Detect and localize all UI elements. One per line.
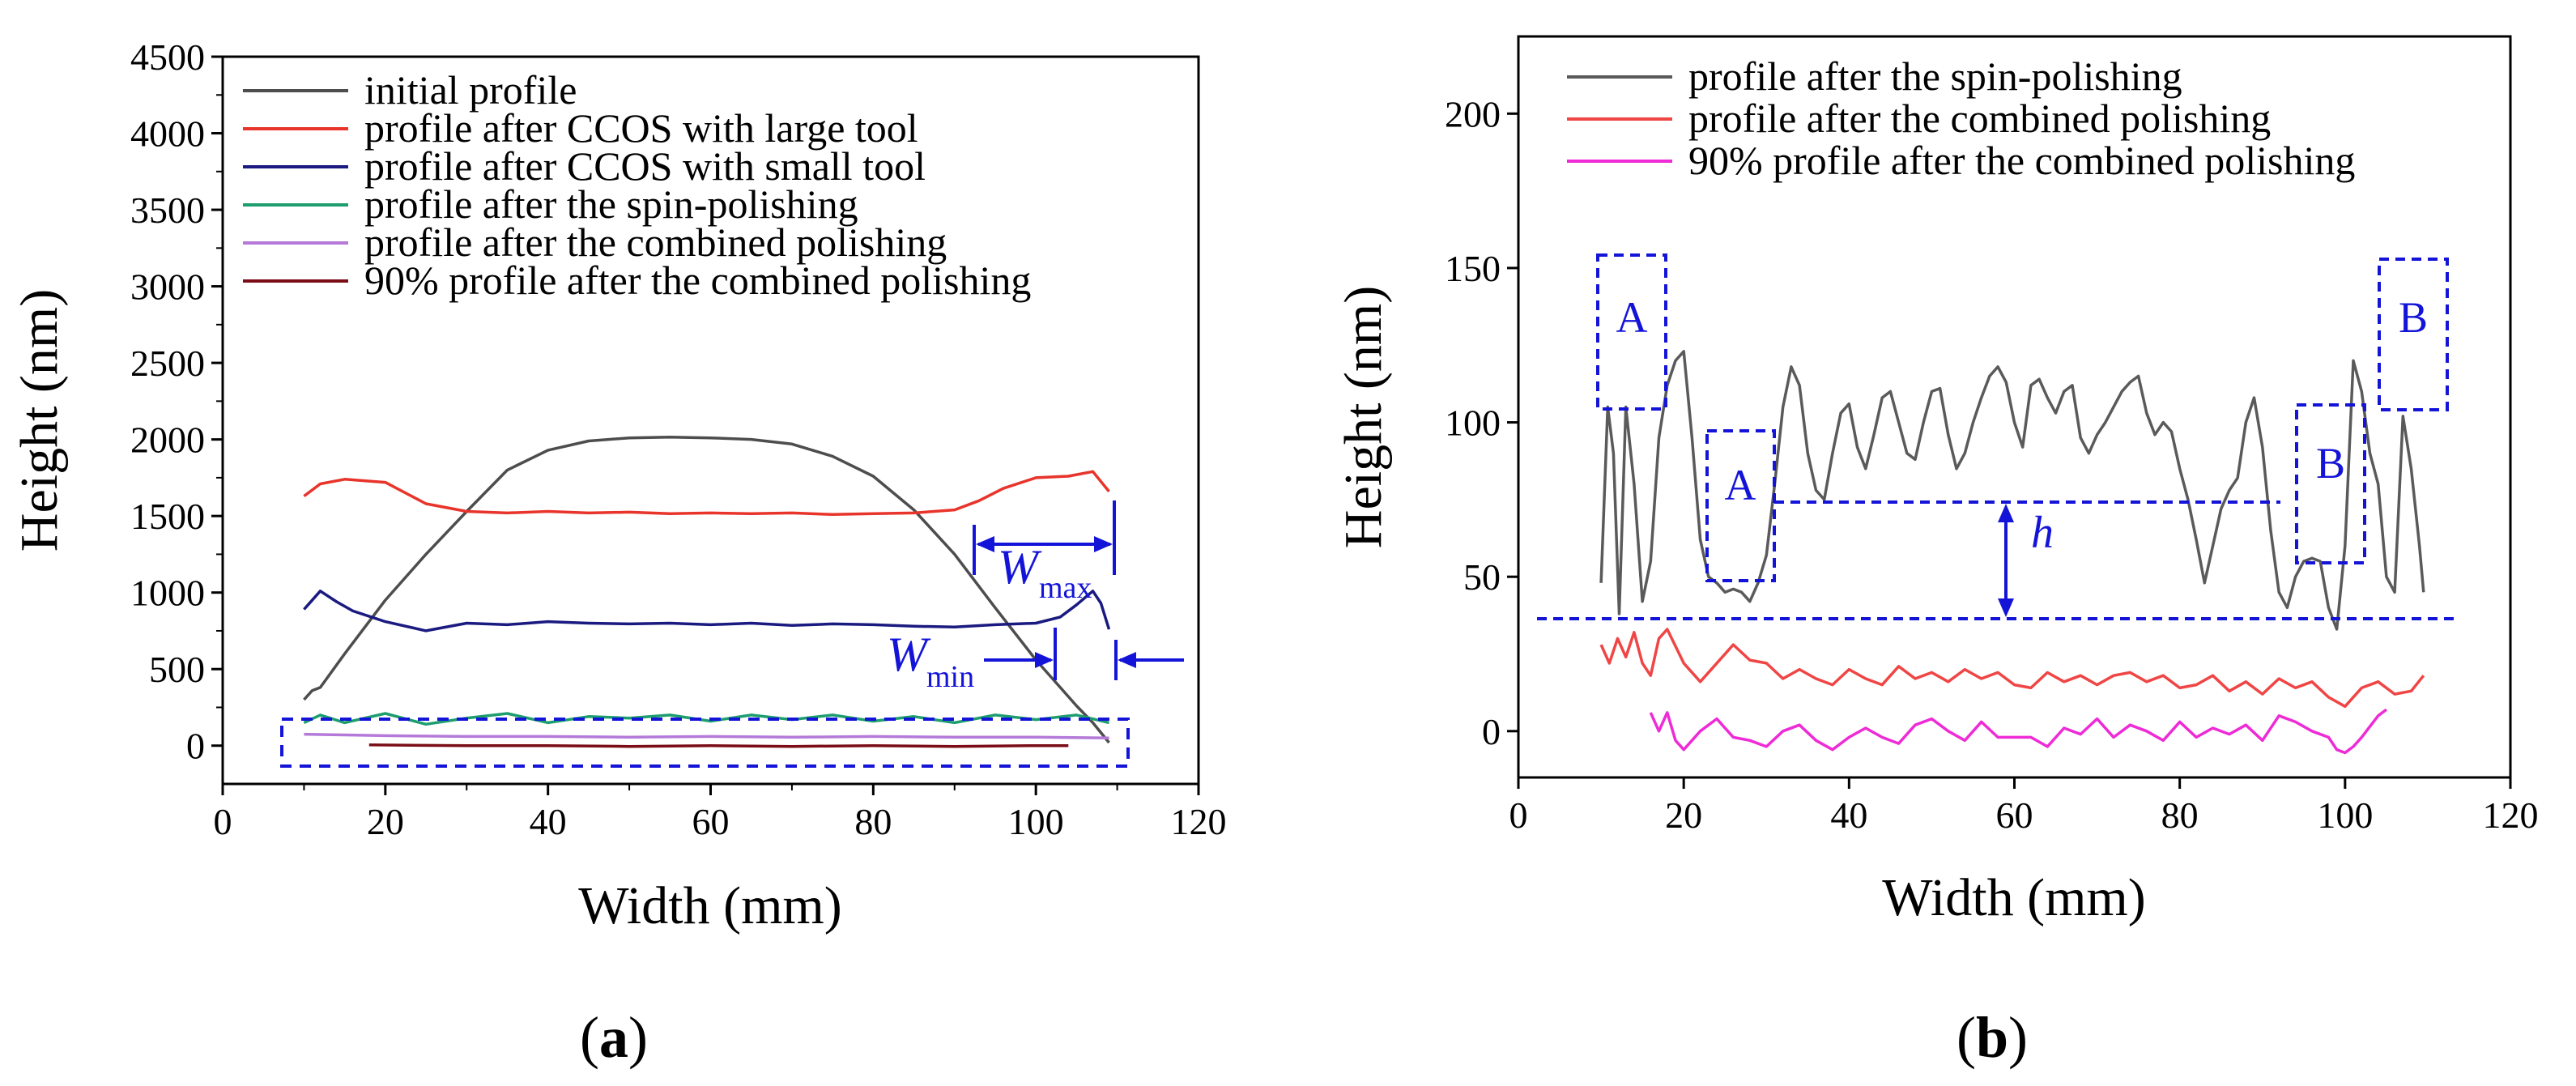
panel-a-chart: 0 20 40 60 80 100 120 0 500 1000 1500 2000 2500 3000 3… bbox=[10, 36, 1227, 1070]
y-tick-label: 4500 bbox=[130, 36, 205, 78]
x-tick-label: 80 bbox=[854, 801, 892, 842]
series-lines bbox=[1599, 350, 2425, 755]
y-tick-label: 1000 bbox=[130, 573, 205, 614]
y-tick-label: 1500 bbox=[130, 496, 205, 537]
panel-label-open: ( bbox=[580, 1005, 599, 1070]
annotation-box-a1 bbox=[1596, 253, 1667, 411]
w-max-label: W bbox=[998, 540, 1042, 594]
x-tick-label: 60 bbox=[1996, 794, 2033, 836]
series-line-profile-after-ccos-with-small-tool bbox=[303, 590, 1111, 632]
y-axis-title: Height (nm) bbox=[1334, 286, 1393, 548]
y-tick-label: 3500 bbox=[130, 190, 205, 231]
panel-label-open: ( bbox=[1956, 1005, 1976, 1070]
x-tick-label: 120 bbox=[2483, 794, 2539, 836]
x-tick-label: 20 bbox=[367, 801, 404, 842]
axis-ticks: 0 20 40 60 80 100 120 0 500 1000 1500 2000 2500 3000 3… bbox=[130, 36, 1227, 842]
y-tick-label: 0 bbox=[1482, 711, 1501, 752]
x-tick-label: 100 bbox=[1008, 801, 1064, 842]
legend-entry: profile after the spin-polishing bbox=[1688, 53, 2182, 99]
w-max-subscript: max bbox=[1039, 571, 1092, 605]
w-min-subscript: min bbox=[926, 660, 974, 694]
annotation-box-b1 bbox=[2295, 403, 2366, 564]
panel-label-close: ) bbox=[628, 1005, 648, 1070]
panel-label-letter: b bbox=[1976, 1005, 2008, 1070]
panel-label-a: (a) bbox=[580, 1005, 648, 1070]
y-tick-label: 2500 bbox=[130, 343, 205, 384]
x-axis-title: Width (mm) bbox=[578, 876, 841, 935]
series-line-profile-after-ccos-with-large-tool bbox=[303, 470, 1110, 517]
w-max-indicator bbox=[973, 500, 1116, 575]
y-tick-label: 2000 bbox=[130, 419, 205, 461]
annotation-box-a2 bbox=[1705, 429, 1776, 582]
y-tick-label: 3000 bbox=[130, 266, 205, 308]
h-indicator bbox=[1537, 500, 2454, 620]
series-lines bbox=[303, 436, 1111, 748]
annotation-box-b2 bbox=[2378, 258, 2449, 411]
panel-label-close: ) bbox=[2008, 1005, 2028, 1070]
x-tick-label: 20 bbox=[1665, 794, 1702, 836]
legend-entry: 90% profile after the combined polishing bbox=[364, 258, 1031, 303]
w-min-indicator bbox=[984, 628, 1184, 680]
panel-b-chart: 0 20 40 60 80 100 120 0 50 100 150 200 profile afte… bbox=[1334, 35, 2539, 1070]
h-label: h bbox=[2031, 508, 2054, 558]
x-axis-title: Width (mm) bbox=[1882, 868, 2145, 927]
series-line-profile-after-the-combined-polishing bbox=[304, 732, 1109, 740]
y-tick-label: 50 bbox=[1463, 556, 1501, 598]
legend: profile after the spin-polishingprofile … bbox=[1567, 53, 2355, 183]
panel-label-b: (b) bbox=[1956, 1005, 2028, 1070]
legend-entry: profile after CCOS with small tool bbox=[364, 143, 926, 189]
annotation-label-a2: A bbox=[1725, 461, 1756, 509]
x-tick-label: 40 bbox=[1830, 794, 1867, 836]
x-tick-label: 0 bbox=[214, 801, 232, 842]
axis-ticks: 0 20 40 60 80 100 120 0 50 100 150 200 bbox=[1445, 93, 2539, 836]
annotation-dashed-box bbox=[280, 718, 1130, 768]
y-tick-label: 200 bbox=[1445, 93, 1501, 134]
y-tick-label: 4000 bbox=[130, 113, 205, 155]
x-tick-label: 40 bbox=[530, 801, 567, 842]
y-tick-label: 500 bbox=[149, 649, 205, 690]
annotation-label-a1: A bbox=[1616, 293, 1648, 342]
legend-entry: profile after CCOS with large tool bbox=[364, 105, 918, 151]
legend-entry: initial profile bbox=[364, 67, 577, 113]
annotation-label-b1: B bbox=[2316, 439, 2345, 488]
series-line-initial-profile bbox=[303, 436, 1110, 744]
series-line-90-profile-after-the-combined-polishing bbox=[1649, 708, 2387, 755]
w-min-label: W bbox=[887, 628, 931, 681]
legend-entry: 90% profile after the combined polishing bbox=[1688, 138, 2355, 183]
y-tick-label: 0 bbox=[186, 726, 205, 767]
series-line-profile-after-the-spin-polishing bbox=[1599, 350, 2425, 631]
annotation-label-b2: B bbox=[2399, 293, 2428, 342]
legend-entry: profile after the combined polishing bbox=[364, 219, 947, 265]
y-tick-label: 100 bbox=[1445, 402, 1501, 444]
x-tick-label: 0 bbox=[1509, 794, 1528, 836]
series-line-90-profile-after-the-combined-polishing bbox=[368, 743, 1069, 748]
legend-entry: profile after the spin-polishing bbox=[364, 181, 858, 227]
legend-entry: profile after the combined polishing bbox=[1688, 96, 2271, 141]
y-tick-label: 150 bbox=[1445, 248, 1501, 289]
x-tick-label: 100 bbox=[2317, 794, 2373, 836]
y-axis-title: Height (nm) bbox=[10, 289, 69, 552]
x-tick-label: 60 bbox=[692, 801, 730, 842]
x-tick-label: 120 bbox=[1171, 801, 1227, 842]
panel-label-letter: a bbox=[599, 1005, 628, 1070]
series-line-profile-after-the-combined-polishing bbox=[1599, 628, 2425, 709]
x-tick-label: 80 bbox=[2161, 794, 2199, 836]
